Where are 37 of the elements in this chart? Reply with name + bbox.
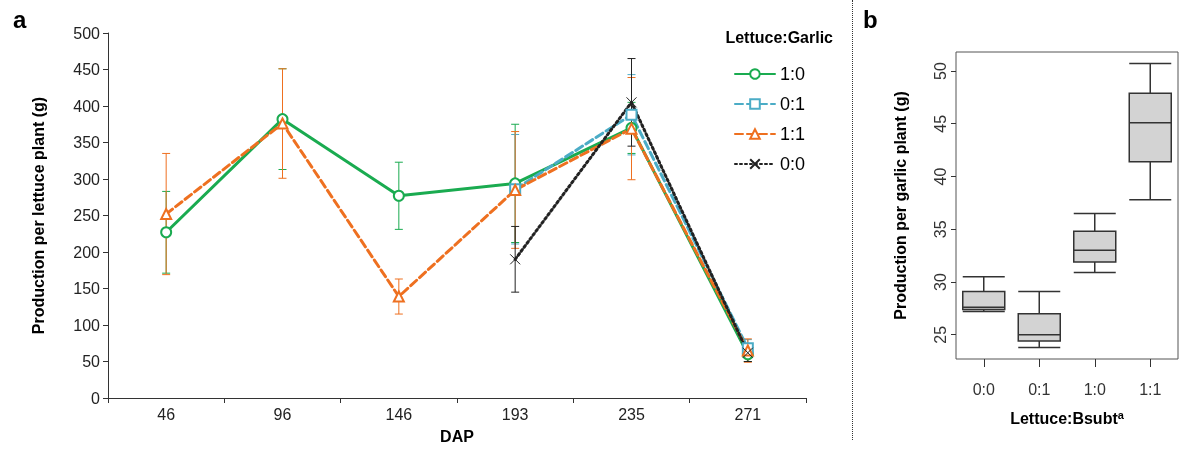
y-tick-label: 400 <box>73 97 101 115</box>
y-tick-label: 50 <box>931 61 949 80</box>
x-tick-label: 1:0 <box>1083 380 1106 398</box>
y-tick-label: 35 <box>931 220 949 239</box>
x-tick-label: 146 <box>385 405 413 423</box>
x-tick-label: 1:1 <box>1139 380 1162 398</box>
y-tick-label: 200 <box>73 243 101 261</box>
y-tick-label: 50 <box>82 353 101 370</box>
x-tick-label: 0:0 <box>972 380 995 398</box>
x-tick-label: 193 <box>501 405 529 423</box>
x-axis-title: DAP <box>440 427 475 445</box>
legend-title: Lettuce:Garlic <box>725 28 834 46</box>
y-tick-label: 0 <box>91 389 101 407</box>
y-tick-label: 30 <box>931 272 949 291</box>
x-tick-label: 235 <box>618 405 645 423</box>
chart-title: b <box>863 5 878 33</box>
legend-label: 0:1 <box>779 94 806 114</box>
y-tick-label: 350 <box>73 134 101 151</box>
y-tick-label: 300 <box>73 170 101 188</box>
legend-label: 0:0 <box>779 154 806 174</box>
y-axis-title: Production per garlic plant (g) <box>891 91 909 320</box>
y-tick-label: 500 <box>73 24 101 42</box>
y-tick-label: 25 <box>931 325 949 344</box>
x-tick-label: 271 <box>734 405 762 423</box>
y-tick-label: 100 <box>73 316 101 334</box>
legend-label: 1:1 <box>779 124 806 144</box>
y-tick-label: 40 <box>931 167 949 186</box>
x-tick-label: 96 <box>273 405 292 423</box>
y-tick-label: 250 <box>73 207 101 224</box>
y-tick-label: 45 <box>931 114 949 133</box>
legend-label: 1:0 <box>779 64 806 84</box>
x-tick-label: 46 <box>157 405 176 423</box>
chart-title: a <box>13 5 27 33</box>
x-tick-label: 0:1 <box>1028 380 1051 398</box>
y-axis-title: Production per lettuce plant (g) <box>29 96 47 335</box>
y-tick-label: 450 <box>73 61 101 78</box>
y-tick-label: 150 <box>73 280 101 297</box>
